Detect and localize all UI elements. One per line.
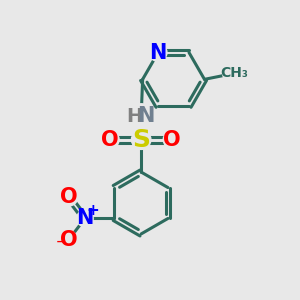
Text: O: O [101,130,119,150]
Text: H: H [127,106,143,126]
Circle shape [129,104,154,128]
Circle shape [131,130,151,149]
Text: CH₃: CH₃ [220,66,248,80]
Text: +: + [86,203,99,218]
Text: O: O [60,187,78,207]
Text: N: N [149,43,167,63]
Circle shape [163,131,181,148]
Circle shape [101,131,119,148]
Circle shape [223,62,245,85]
Text: ⁻: ⁻ [56,237,65,255]
Circle shape [77,210,93,227]
Text: S: S [132,128,150,152]
Circle shape [149,44,167,62]
Circle shape [60,231,78,248]
Text: O: O [163,130,181,150]
Text: O: O [60,230,78,250]
Text: N: N [137,106,154,126]
Circle shape [60,188,78,206]
Text: N: N [76,208,94,229]
